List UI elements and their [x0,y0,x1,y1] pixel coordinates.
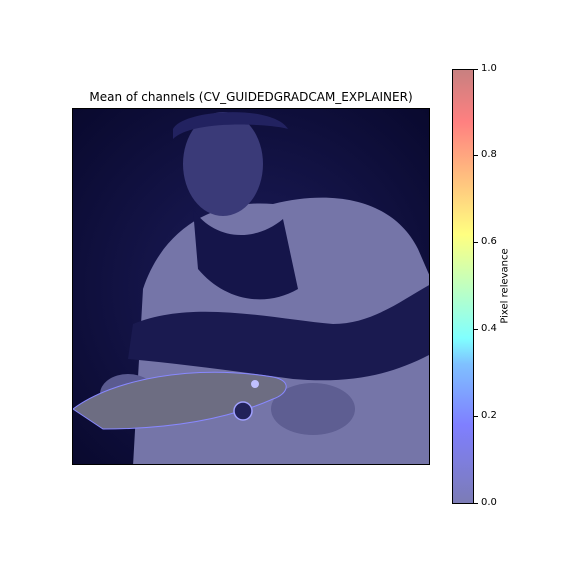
colorbar-tick [474,155,478,156]
overlay-photo-sketch [73,109,429,464]
colorbar-tick [474,242,478,243]
fish-fin-highlight [233,401,253,421]
colorbar-label: Pixel relevance [499,248,511,324]
collar-shape [193,209,298,300]
colorbar-tick-label: 0.8 [481,149,497,160]
colorbar-tick [474,416,478,417]
colorbar-tick-label: 1.0 [481,63,497,74]
colorbar-tick-label: 0.4 [481,323,497,334]
fish-eye-highlight [251,380,259,388]
right-hand [271,383,355,435]
fish-shape [73,371,287,430]
colorbar-tick [474,69,478,70]
face-shape [183,112,263,216]
jacket-stripe [128,285,429,381]
colorbar [452,69,474,504]
colorbar-tick-label: 0.0 [481,497,497,508]
colorbar-tick-label: 0.2 [481,410,497,421]
relevance-heatmap-image [72,108,430,465]
colorbar-tick [474,503,478,504]
cap-shape [173,112,288,139]
chart-title: Mean of channels (CV_GUIDEDGRADCAM_EXPLA… [89,90,413,104]
colorbar-tick [474,329,478,330]
colorbar-tick-label: 0.6 [481,236,497,247]
